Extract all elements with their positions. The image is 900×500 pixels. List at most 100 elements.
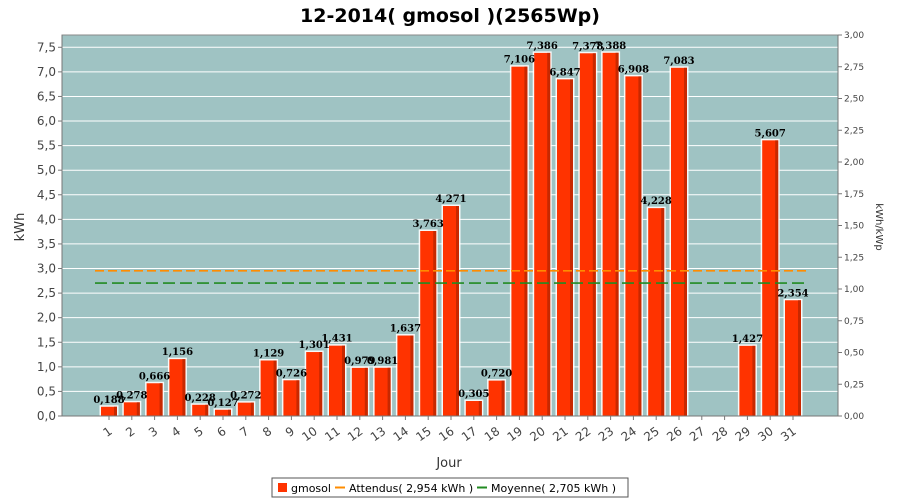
data-label: 7,083	[663, 56, 694, 67]
x-tick-label: 6	[214, 424, 228, 440]
bar	[739, 345, 756, 416]
x-tick-label: 1	[100, 424, 114, 440]
data-label: 1,301	[299, 340, 330, 351]
y-axis-left: 0,0 0,5 1,0 1,5 2,0 2,5 3,0 3,5 4,0 4,5 5,0 5,5 6,0 6…	[37, 35, 63, 423]
data-label: 0,666	[139, 371, 170, 382]
bar-shade	[410, 335, 414, 416]
x-tick-label: 26	[664, 424, 685, 444]
y2-tick-label: 2,25	[844, 126, 864, 136]
data-label: 1,427	[732, 334, 763, 345]
bar-shade	[638, 76, 642, 417]
data-label: 1,156	[162, 347, 193, 358]
y2-tick-label: 1,00	[844, 285, 864, 295]
bar-shade	[182, 359, 186, 416]
x-tick-label: 25	[641, 424, 662, 444]
legend-label: gmosol	[291, 482, 331, 495]
bar	[762, 140, 779, 416]
data-label: 4,271	[435, 194, 466, 205]
chart-title: 12-2014( gmosol )(2565Wp)	[300, 5, 600, 27]
bar	[351, 367, 368, 416]
x-tick-label: 19	[505, 424, 526, 444]
data-label: 0,228	[185, 393, 216, 404]
bar-shade	[228, 409, 231, 416]
bar	[602, 52, 619, 416]
x-tick-label: 29	[733, 424, 754, 444]
y2-tick-label: 1,25	[844, 253, 864, 263]
data-label: 5,607	[755, 128, 786, 139]
data-label: 2,354	[777, 288, 808, 299]
y-tick-label: 4,0	[37, 212, 56, 226]
bar-shade	[296, 380, 300, 416]
bar	[465, 401, 482, 416]
x-tick-label: 5	[192, 424, 206, 440]
bar	[671, 67, 687, 416]
bar-shade	[456, 206, 459, 416]
bar	[648, 208, 665, 416]
bar	[215, 409, 231, 416]
x-tick-label: 20	[527, 424, 548, 444]
bar	[579, 53, 596, 417]
y2-tick-label: 2,50	[844, 95, 864, 105]
bar	[146, 383, 163, 416]
bar	[374, 367, 391, 416]
data-label: 6,908	[618, 64, 649, 75]
data-label: 7,378	[572, 41, 603, 52]
y2-axis-label: kWh/kWp	[873, 203, 884, 250]
x-tick-label: 12	[345, 424, 366, 444]
x-tick-label: 4	[169, 424, 183, 440]
y2-tick-label: 2,00	[844, 158, 864, 168]
data-label: 0,305	[458, 389, 489, 400]
x-tick-label: 23	[596, 424, 617, 444]
y-axis-label: kWh	[13, 213, 28, 242]
legend-box	[271, 477, 629, 498]
data-label: 7,106	[504, 55, 535, 66]
y-tick-label: 6,0	[37, 114, 56, 128]
y-tick-label: 0,0	[37, 409, 56, 423]
bar	[420, 231, 437, 416]
x-tick-label: 21	[550, 424, 571, 444]
x-tick-label: 13	[368, 424, 389, 444]
data-label: 0,979	[344, 356, 375, 367]
x-tick-label: 10	[299, 424, 320, 444]
bar-shade	[501, 380, 505, 416]
bar	[306, 352, 323, 416]
bar-shade	[570, 79, 573, 417]
bar	[557, 79, 573, 417]
x-tick-label: 7	[237, 424, 251, 440]
y-tick-label: 1,5	[37, 335, 56, 349]
data-label: 6,847	[549, 67, 580, 78]
bar	[511, 66, 528, 416]
x-axis: 1 2 3 4 5 6 7 8 9 10 11 12 13 14 15 16 17 18 19 20 21 22 23 24 2…	[62, 415, 838, 444]
bar	[625, 76, 642, 417]
bar-shade	[524, 66, 528, 416]
data-label: 0,278	[116, 390, 147, 401]
y-tick-label: 0,5	[37, 384, 56, 398]
x-tick-label: 22	[573, 424, 594, 444]
y-tick-label: 5,0	[37, 163, 56, 177]
bar-shade	[342, 345, 345, 416]
x-tick-label: 27	[687, 424, 708, 444]
data-label: 0,272	[230, 391, 261, 402]
data-label: 0,188	[93, 395, 124, 406]
bar	[192, 404, 209, 416]
bar	[123, 402, 140, 416]
bar-shade	[114, 406, 117, 416]
x-tick-label: 8	[260, 424, 274, 440]
bar-shade	[136, 402, 140, 416]
x-tick-label: 9	[283, 424, 297, 440]
y2-tick-label: 0,00	[844, 412, 864, 422]
bar	[283, 380, 300, 416]
bar-shade	[159, 383, 163, 416]
x-tick-label: 16	[436, 424, 457, 444]
bar-shade	[205, 404, 209, 416]
bar	[785, 300, 801, 416]
bars	[99, 51, 803, 417]
legend: gmosol Attendus( 2,954 kWh ) Moyenne( 2,70…	[271, 477, 629, 498]
data-label: 3,763	[413, 219, 444, 230]
x-tick-label: 14	[391, 424, 412, 444]
y-tick-label: 3,0	[37, 262, 56, 276]
bar-shade	[478, 401, 482, 416]
bar	[534, 52, 551, 416]
